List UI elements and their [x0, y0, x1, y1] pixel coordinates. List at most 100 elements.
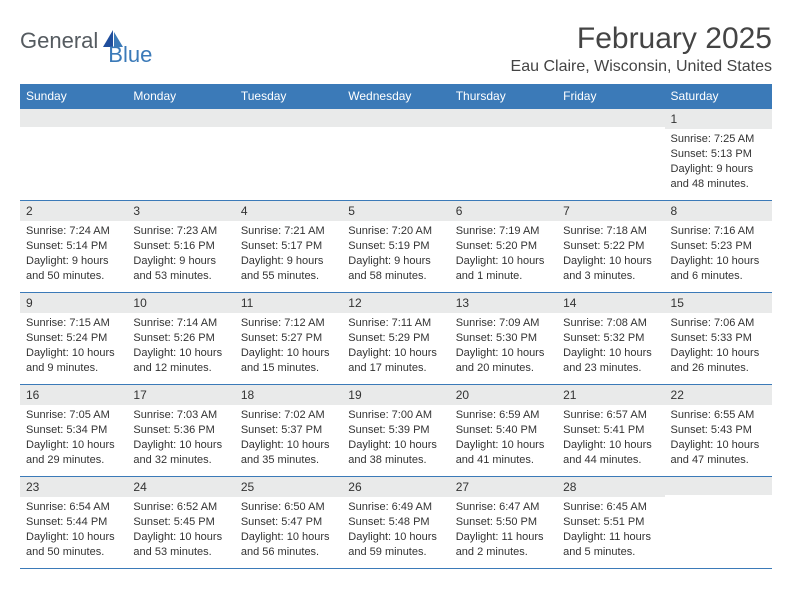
day-details: Sunrise: 6:57 AMSunset: 5:41 PMDaylight:… [557, 405, 664, 471]
detail-line: Sunrise: 7:24 AM [26, 224, 121, 239]
day-details: Sunrise: 6:50 AMSunset: 5:47 PMDaylight:… [235, 497, 342, 563]
detail-line: Sunrise: 7:09 AM [456, 316, 551, 331]
day-number [20, 109, 127, 127]
detail-line: and 47 minutes. [671, 453, 766, 468]
calendar-day-cell: 11Sunrise: 7:12 AMSunset: 5:27 PMDayligh… [235, 293, 342, 385]
detail-line: Sunrise: 7:12 AM [241, 316, 336, 331]
detail-line: Sunrise: 7:00 AM [348, 408, 443, 423]
day-details: Sunrise: 6:45 AMSunset: 5:51 PMDaylight:… [557, 497, 664, 563]
topbar: General Blue February 2025 Eau Claire, W… [20, 22, 772, 76]
detail-line: Daylight: 9 hours [241, 254, 336, 269]
calendar-day-cell: 9Sunrise: 7:15 AMSunset: 5:24 PMDaylight… [20, 293, 127, 385]
day-details [450, 127, 557, 187]
day-details: Sunrise: 6:59 AMSunset: 5:40 PMDaylight:… [450, 405, 557, 471]
day-details: Sunrise: 7:06 AMSunset: 5:33 PMDaylight:… [665, 313, 772, 379]
detail-line: Daylight: 10 hours [133, 346, 228, 361]
detail-line: Sunrise: 7:03 AM [133, 408, 228, 423]
day-details: Sunrise: 7:14 AMSunset: 5:26 PMDaylight:… [127, 313, 234, 379]
detail-line: Daylight: 10 hours [563, 254, 658, 269]
day-number: 26 [342, 477, 449, 497]
detail-line: Sunset: 5:30 PM [456, 331, 551, 346]
day-number: 4 [235, 201, 342, 221]
detail-line: Sunrise: 7:25 AM [671, 132, 766, 147]
day-number: 15 [665, 293, 772, 313]
day-details [127, 127, 234, 187]
calendar-day-cell [235, 109, 342, 201]
calendar-day-cell: 13Sunrise: 7:09 AMSunset: 5:30 PMDayligh… [450, 293, 557, 385]
day-details: Sunrise: 6:54 AMSunset: 5:44 PMDaylight:… [20, 497, 127, 563]
calendar-day-cell [450, 109, 557, 201]
day-number: 14 [557, 293, 664, 313]
detail-line: Sunrise: 7:06 AM [671, 316, 766, 331]
day-details: Sunrise: 6:49 AMSunset: 5:48 PMDaylight:… [342, 497, 449, 563]
calendar-day-cell: 3Sunrise: 7:23 AMSunset: 5:16 PMDaylight… [127, 201, 234, 293]
detail-line: Sunrise: 6:59 AM [456, 408, 551, 423]
detail-line: and 35 minutes. [241, 453, 336, 468]
detail-line: and 26 minutes. [671, 361, 766, 376]
weekday-header-row: Sunday Monday Tuesday Wednesday Thursday… [20, 84, 772, 109]
weekday-header: Monday [127, 84, 234, 109]
day-number: 25 [235, 477, 342, 497]
detail-line: Sunrise: 7:05 AM [26, 408, 121, 423]
detail-line: Daylight: 10 hours [456, 254, 551, 269]
detail-line: Daylight: 10 hours [26, 438, 121, 453]
day-details: Sunrise: 7:19 AMSunset: 5:20 PMDaylight:… [450, 221, 557, 287]
detail-line: Sunrise: 7:14 AM [133, 316, 228, 331]
detail-line: Sunrise: 6:50 AM [241, 500, 336, 515]
day-details: Sunrise: 7:18 AMSunset: 5:22 PMDaylight:… [557, 221, 664, 287]
detail-line: Sunrise: 7:15 AM [26, 316, 121, 331]
detail-line: Daylight: 9 hours [133, 254, 228, 269]
calendar-week-row: 23Sunrise: 6:54 AMSunset: 5:44 PMDayligh… [20, 477, 772, 569]
detail-line: and 17 minutes. [348, 361, 443, 376]
day-number: 2 [20, 201, 127, 221]
detail-line: and 1 minute. [456, 269, 551, 284]
detail-line: Sunrise: 7:08 AM [563, 316, 658, 331]
calendar-day-cell: 21Sunrise: 6:57 AMSunset: 5:41 PMDayligh… [557, 385, 664, 477]
detail-line: Daylight: 10 hours [348, 530, 443, 545]
day-number [235, 109, 342, 127]
calendar-day-cell: 2Sunrise: 7:24 AMSunset: 5:14 PMDaylight… [20, 201, 127, 293]
detail-line: and 12 minutes. [133, 361, 228, 376]
day-details [342, 127, 449, 187]
day-details: Sunrise: 7:21 AMSunset: 5:17 PMDaylight:… [235, 221, 342, 287]
day-number: 5 [342, 201, 449, 221]
detail-line: Sunset: 5:23 PM [671, 239, 766, 254]
detail-line: and 48 minutes. [671, 177, 766, 192]
calendar-day-cell: 18Sunrise: 7:02 AMSunset: 5:37 PMDayligh… [235, 385, 342, 477]
detail-line: Daylight: 11 hours [563, 530, 658, 545]
detail-line: and 50 minutes. [26, 545, 121, 560]
calendar-day-cell [127, 109, 234, 201]
detail-line: Daylight: 10 hours [563, 438, 658, 453]
detail-line: Sunrise: 6:52 AM [133, 500, 228, 515]
detail-line: Sunset: 5:22 PM [563, 239, 658, 254]
calendar-day-cell: 24Sunrise: 6:52 AMSunset: 5:45 PMDayligh… [127, 477, 234, 569]
detail-line: and 44 minutes. [563, 453, 658, 468]
detail-line: and 9 minutes. [26, 361, 121, 376]
title-block: February 2025 Eau Claire, Wisconsin, Uni… [511, 22, 772, 76]
detail-line: Daylight: 10 hours [241, 530, 336, 545]
weekday-header: Saturday [665, 84, 772, 109]
day-details: Sunrise: 7:20 AMSunset: 5:19 PMDaylight:… [342, 221, 449, 287]
detail-line: Sunrise: 6:57 AM [563, 408, 658, 423]
calendar-day-cell: 20Sunrise: 6:59 AMSunset: 5:40 PMDayligh… [450, 385, 557, 477]
day-details: Sunrise: 7:11 AMSunset: 5:29 PMDaylight:… [342, 313, 449, 379]
detail-line: and 41 minutes. [456, 453, 551, 468]
calendar-day-cell: 12Sunrise: 7:11 AMSunset: 5:29 PMDayligh… [342, 293, 449, 385]
day-details: Sunrise: 7:16 AMSunset: 5:23 PMDaylight:… [665, 221, 772, 287]
detail-line: Daylight: 11 hours [456, 530, 551, 545]
calendar-week-row: 1Sunrise: 7:25 AMSunset: 5:13 PMDaylight… [20, 109, 772, 201]
detail-line: Daylight: 10 hours [26, 346, 121, 361]
detail-line: Sunset: 5:19 PM [348, 239, 443, 254]
day-details: Sunrise: 7:00 AMSunset: 5:39 PMDaylight:… [342, 405, 449, 471]
detail-line: Daylight: 10 hours [241, 346, 336, 361]
day-number: 23 [20, 477, 127, 497]
day-details [235, 127, 342, 187]
day-details: Sunrise: 7:09 AMSunset: 5:30 PMDaylight:… [450, 313, 557, 379]
calendar-day-cell: 17Sunrise: 7:03 AMSunset: 5:36 PMDayligh… [127, 385, 234, 477]
day-number: 10 [127, 293, 234, 313]
day-details: Sunrise: 7:24 AMSunset: 5:14 PMDaylight:… [20, 221, 127, 287]
detail-line: and 53 minutes. [133, 269, 228, 284]
detail-line: Sunrise: 7:02 AM [241, 408, 336, 423]
detail-line: Daylight: 9 hours [348, 254, 443, 269]
detail-line: Sunset: 5:26 PM [133, 331, 228, 346]
